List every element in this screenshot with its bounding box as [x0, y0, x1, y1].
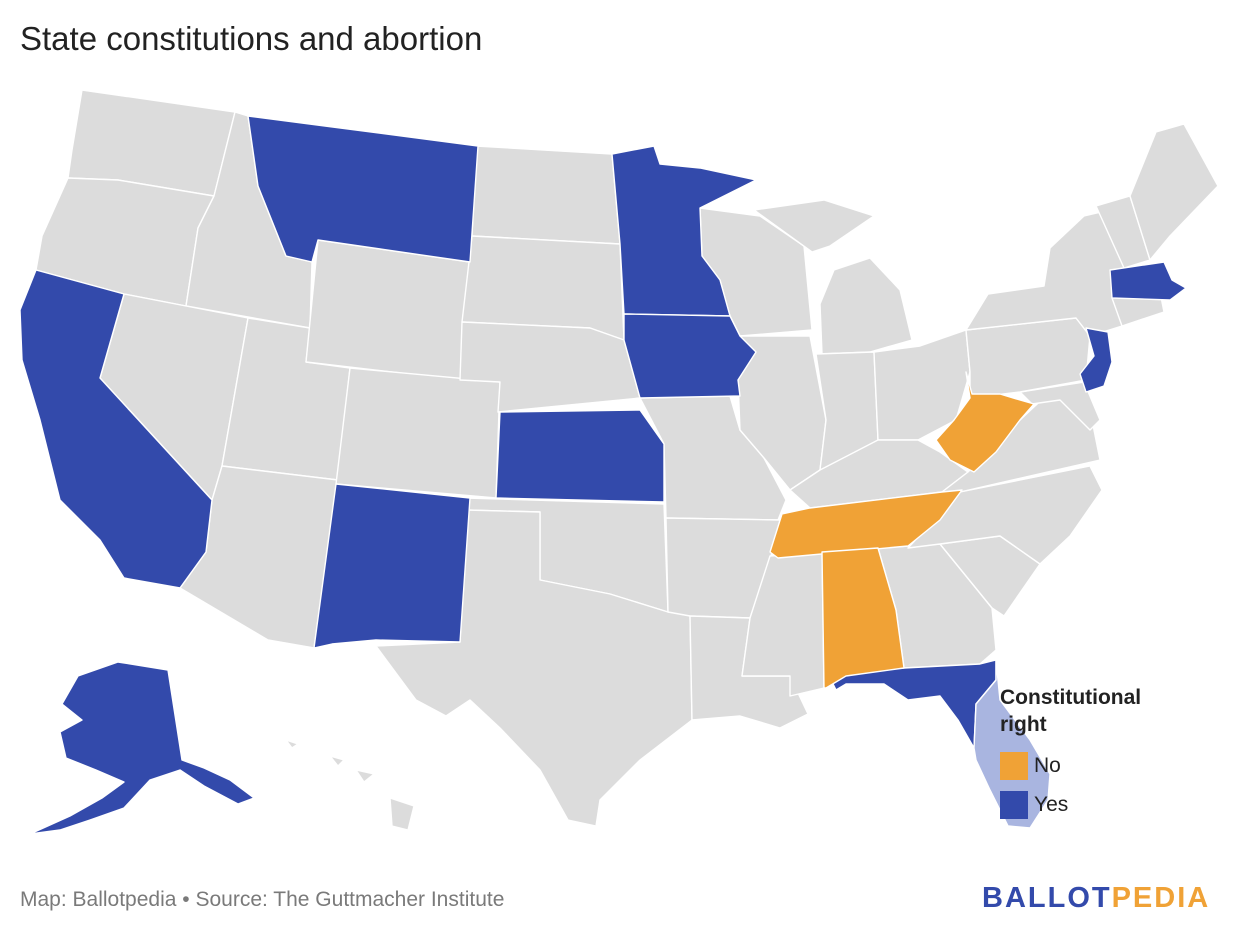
- legend: Constitutional right No Yes: [1000, 684, 1200, 824]
- state-alaska: [29, 661, 255, 835]
- state-kansas: [495, 409, 665, 503]
- state-wyoming: [305, 239, 471, 381]
- state-new-york: [965, 209, 1125, 337]
- state-texas: [375, 509, 693, 827]
- legend-swatch-no: [1000, 751, 1028, 780]
- legend-title-line1: Constitutional: [1000, 686, 1142, 709]
- state-montana: [247, 115, 479, 263]
- source-credit: Map: Ballotpedia • Source: The Guttmache…: [20, 888, 505, 911]
- state-minnesota: [611, 145, 757, 317]
- legend-item-yes: Yes: [1000, 785, 1200, 824]
- state-tennessee: [769, 489, 963, 559]
- state-new-mexico: [313, 483, 471, 649]
- state-west-virginia: [935, 371, 1035, 473]
- state-north-dakota: [471, 145, 621, 245]
- legend-label-yes: Yes: [1034, 792, 1069, 816]
- state-michigan: [753, 199, 913, 355]
- logo-part-pedia: PEDIA: [1111, 882, 1211, 914]
- legend-swatch-yes: [1000, 790, 1028, 819]
- ballotpedia-logo: BALLOTPEDIA: [982, 882, 1210, 915]
- logo-part-ballot: BALLOT: [982, 882, 1112, 914]
- state-massachusetts: [1109, 261, 1187, 301]
- state-nebraska: [459, 321, 641, 413]
- state-florida-peninsula: [973, 659, 1051, 829]
- state-hawaii: [285, 739, 415, 831]
- legend-title: Constitutional right: [1000, 684, 1200, 738]
- state-maine: [1129, 123, 1219, 261]
- state-new-jersey: [1079, 327, 1113, 393]
- state-florida: [825, 659, 997, 749]
- legend-title-line2: right: [1000, 713, 1047, 736]
- state-california: [19, 269, 213, 589]
- map-title: State constitutions and abortion: [20, 20, 483, 57]
- legend-label-no: No: [1034, 753, 1061, 777]
- state-north-carolina: [907, 465, 1103, 565]
- state-colorado: [335, 367, 501, 499]
- state-iowa: [623, 313, 757, 399]
- state-alabama: [821, 547, 905, 689]
- legend-item-no: No: [1000, 746, 1200, 785]
